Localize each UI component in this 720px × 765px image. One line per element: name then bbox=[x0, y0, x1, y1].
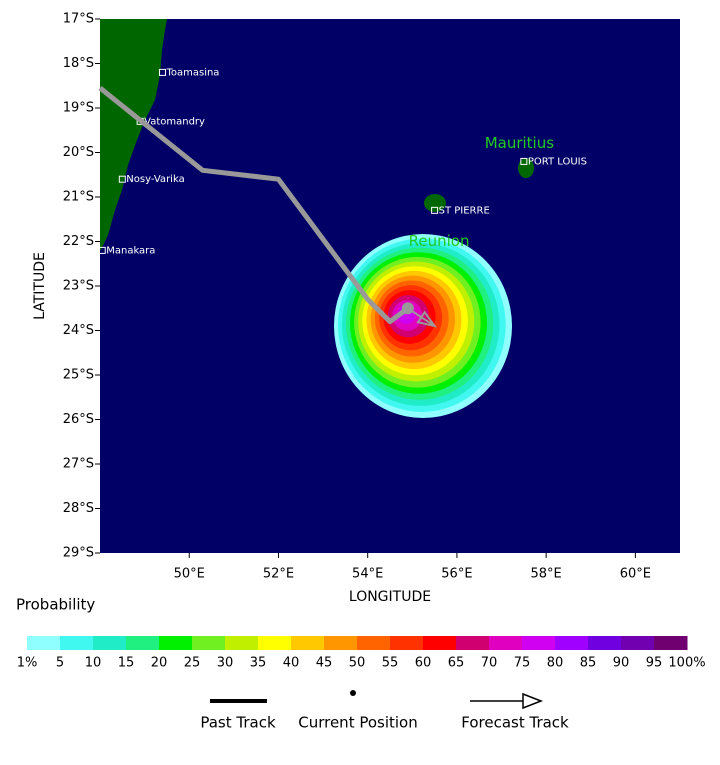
x-tick-label: 58°E bbox=[531, 567, 562, 582]
legend-label: Current Position bbox=[298, 714, 418, 732]
y-tick-label: 22°S bbox=[63, 234, 94, 249]
legend-tick-label: 70 bbox=[481, 656, 498, 671]
x-tick-label: 56°E bbox=[441, 567, 472, 582]
probability-rings bbox=[334, 234, 512, 418]
island-label: Reunion bbox=[409, 232, 470, 250]
y-tick-label: 27°S bbox=[63, 457, 94, 472]
legend-swatch bbox=[159, 636, 193, 650]
y-tick-label: 26°S bbox=[63, 412, 94, 427]
legend-swatch bbox=[423, 636, 457, 650]
legend-tick-label: 40 bbox=[283, 656, 300, 671]
legend-swatch bbox=[258, 636, 292, 650]
legend-tick-label: 60 bbox=[415, 656, 432, 671]
legend-swatch bbox=[489, 636, 523, 650]
legend-swatch bbox=[555, 636, 589, 650]
legend-tick-label: 20 bbox=[151, 656, 168, 671]
y-tick-label: 25°S bbox=[63, 368, 94, 383]
legend-tick-label: 85 bbox=[580, 656, 597, 671]
legend-swatch bbox=[291, 636, 325, 650]
legend-swatch bbox=[324, 636, 358, 650]
x-tick-label: 52°E bbox=[263, 567, 294, 582]
forecast-arrowhead bbox=[416, 310, 437, 328]
place-marker bbox=[158, 68, 166, 76]
legend-swatch bbox=[621, 636, 655, 650]
legend-swatch bbox=[522, 636, 556, 650]
legend-swatch bbox=[588, 636, 622, 650]
madagascar bbox=[100, 19, 167, 250]
y-tick-label: 19°S bbox=[63, 101, 94, 116]
legend-swatch bbox=[654, 636, 688, 650]
legend-tick-label: 1% bbox=[17, 656, 38, 671]
legend-swatch bbox=[357, 636, 391, 650]
legend-swatch bbox=[225, 636, 259, 650]
place-label: PORT LOUIS bbox=[528, 156, 587, 167]
forecast-arrow-key bbox=[522, 692, 544, 710]
place-label: Manakara bbox=[106, 245, 155, 256]
island-label: Mauritius bbox=[485, 134, 555, 152]
current-position-key bbox=[350, 690, 356, 696]
legend-swatch bbox=[126, 636, 160, 650]
y-tick-label: 23°S bbox=[63, 279, 94, 294]
past-track bbox=[98, 86, 410, 325]
legend-tick-label: 90 bbox=[613, 656, 630, 671]
reunion-land bbox=[424, 194, 446, 212]
y-tick-label: 18°S bbox=[63, 56, 94, 71]
x-tick-label: 54°E bbox=[352, 567, 383, 582]
legend-tick-label: 5 bbox=[56, 656, 64, 671]
legend-tick-label: 15 bbox=[118, 656, 135, 671]
y-axis-label: LATITUDE bbox=[32, 252, 48, 320]
legend-tick-label: 55 bbox=[382, 656, 399, 671]
legend-tick-label: 25 bbox=[184, 656, 201, 671]
legend-swatch bbox=[192, 636, 226, 650]
legend-tick-label: 35 bbox=[250, 656, 267, 671]
legend-label: Past Track bbox=[200, 714, 276, 732]
legend-swatch bbox=[456, 636, 490, 650]
x-tick-label: 60°E bbox=[620, 567, 651, 582]
legend-tick-label: 30 bbox=[217, 656, 234, 671]
place-marker bbox=[431, 206, 439, 214]
legend-swatch bbox=[60, 636, 94, 650]
place-label: Toamasina bbox=[165, 67, 219, 78]
legend-tick-label: 10 bbox=[85, 656, 102, 671]
legend-tick-label: 65 bbox=[448, 656, 465, 671]
legend-label: Forecast Track bbox=[461, 714, 569, 732]
x-tick-label: 50°E bbox=[174, 567, 205, 582]
y-tick-label: 20°S bbox=[63, 145, 94, 160]
legend-swatch bbox=[93, 636, 127, 650]
y-tick-label: 24°S bbox=[63, 323, 94, 338]
y-tick-label: 29°S bbox=[63, 546, 94, 561]
legend-swatch bbox=[27, 636, 61, 650]
y-tick-label: 28°S bbox=[63, 501, 94, 516]
legend-tick-label: 100% bbox=[668, 656, 705, 671]
y-tick-label: 21°S bbox=[63, 190, 94, 205]
place-label: ST PIERRE bbox=[439, 205, 490, 216]
legend-tick-label: 50 bbox=[349, 656, 366, 671]
place-label: Vatomandry bbox=[144, 116, 205, 127]
legend-tick-label: 95 bbox=[646, 656, 663, 671]
legend-title: Probability bbox=[16, 596, 95, 614]
legend-tick-label: 75 bbox=[514, 656, 531, 671]
x-axis-label: LONGITUDE bbox=[349, 589, 431, 605]
legend-tick-label: 45 bbox=[316, 656, 333, 671]
place-label: Nosy-Varika bbox=[126, 174, 184, 185]
layers: 50°E 52°E 54°E 56°E 58°E 60°E 17°S 18°S 19°S 20°S… bbox=[17, 12, 706, 671]
mauritius-land bbox=[518, 158, 534, 178]
legend-swatch bbox=[390, 636, 424, 650]
place-marker bbox=[118, 175, 126, 183]
place-marker bbox=[98, 246, 106, 254]
place-marker bbox=[520, 157, 528, 165]
y-tick-label: 17°S bbox=[63, 12, 94, 27]
current-position bbox=[401, 302, 414, 315]
legend-tick-label: 80 bbox=[547, 656, 564, 671]
